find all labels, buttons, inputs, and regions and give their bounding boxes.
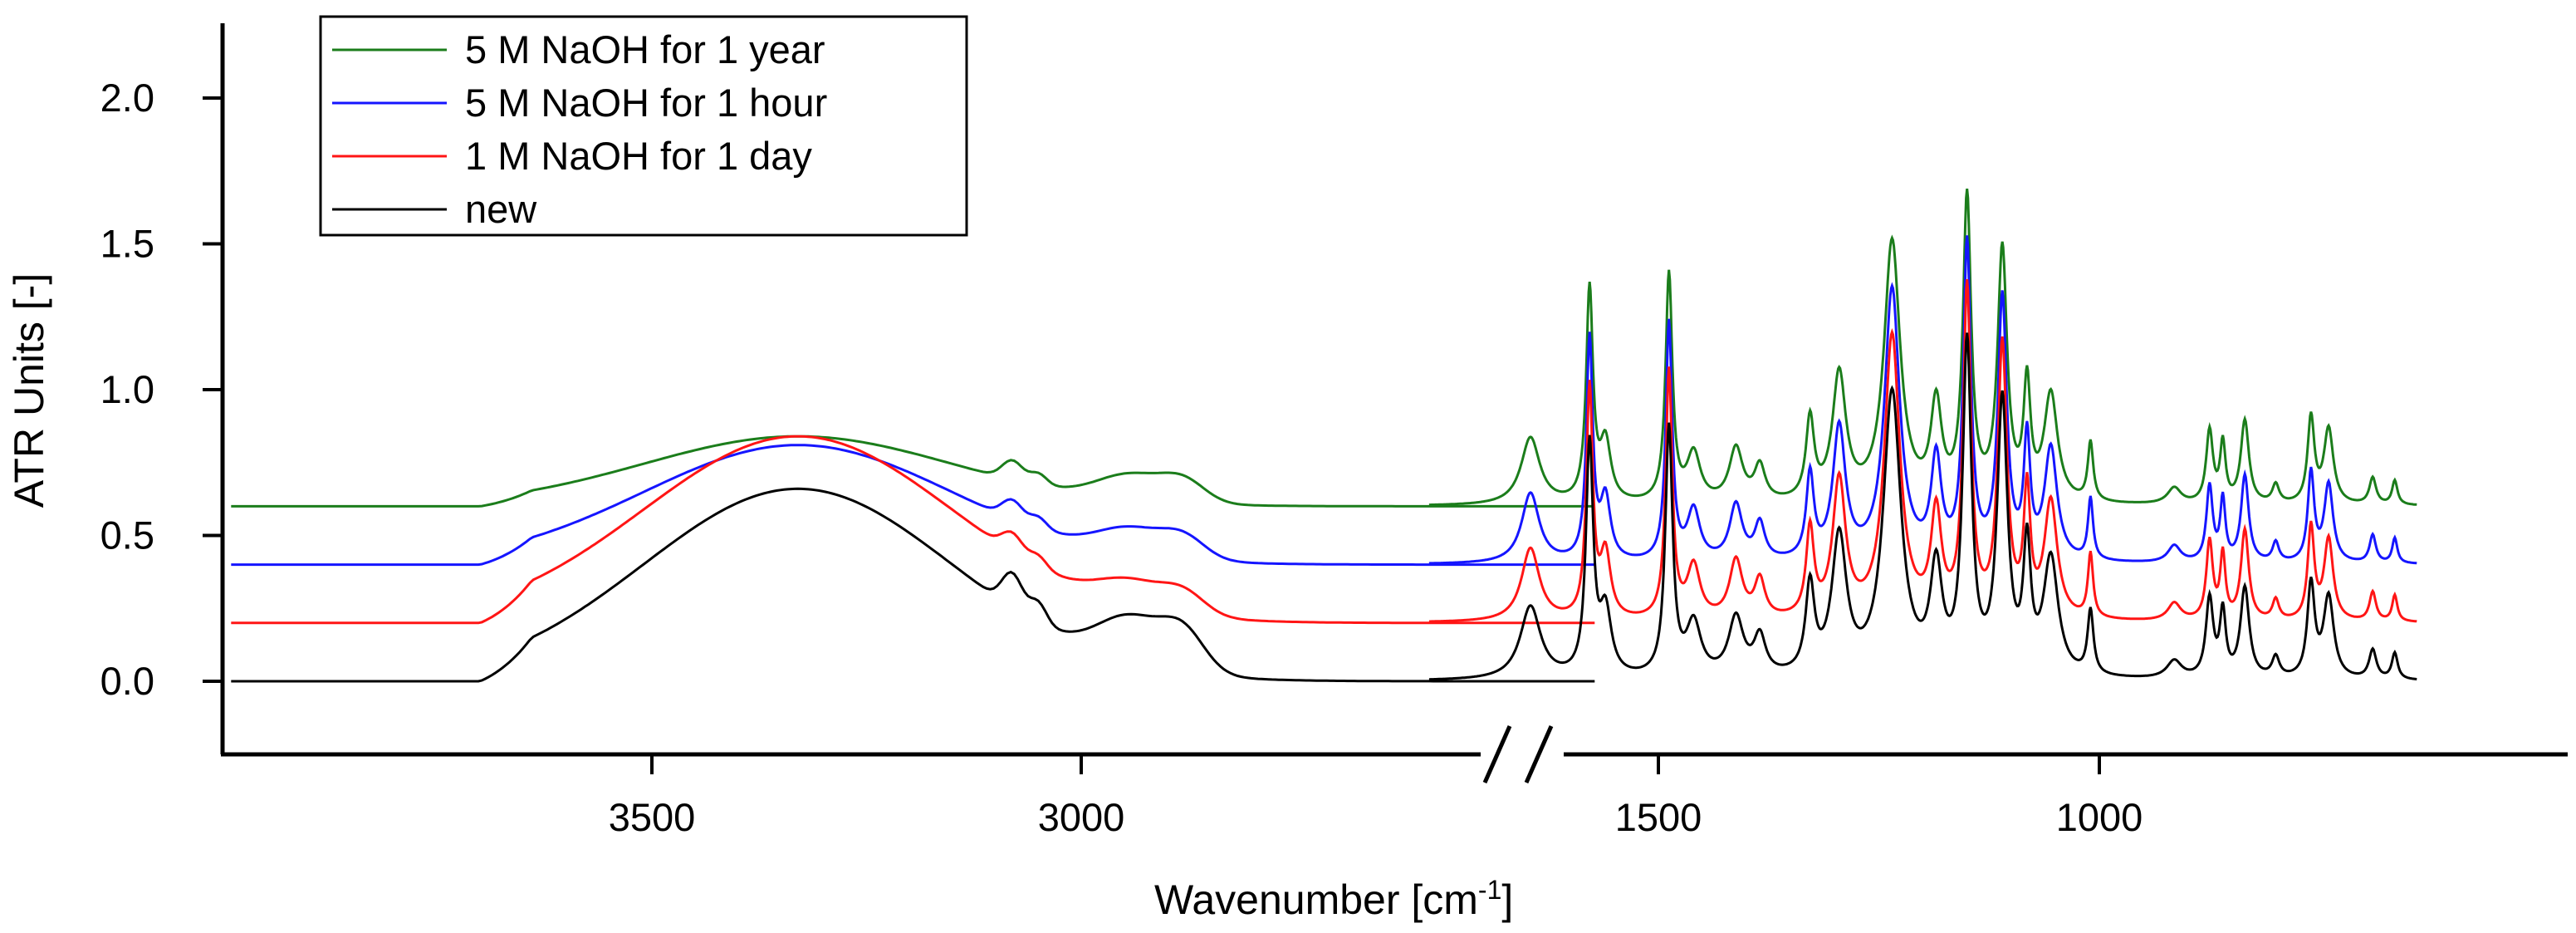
legend-label: 1 M NaOH for 1 day [465,134,812,178]
series-line-fingerprint-3 [1428,332,2417,681]
y-tick-label: 0.5 [100,513,154,557]
series-line-high-1 [231,444,1595,567]
legend: 5 M NaOH for 1 year 5 M NaOH for 1 hour 1 … [319,15,968,237]
y-tick-label: 0.0 [100,659,154,703]
legend-label: 5 M NaOH for 1 year [465,27,825,71]
series-line-fingerprint-2 [1428,278,2417,623]
axis-break-mark-right [1524,724,1554,784]
x-ticks: 3500 3000 1500 1000 [609,754,2143,839]
y-ticks: 0.0 0.5 1.0 1.5 2.0 [100,76,223,703]
series-layer [231,188,2417,683]
series-line-high-2 [231,435,1595,625]
axes-layer [220,23,2568,784]
series-line-high-0 [231,435,1595,508]
series-line-fingerprint-0 [1428,188,2417,507]
y-axis-title: ATR Units [-] [6,273,52,508]
x-tick-label: 3500 [609,795,696,839]
axis-break-mark-left [1482,724,1512,784]
series-line-fingerprint-1 [1428,235,2417,565]
x-axis-title: Wavenumber [cm-1] [1154,875,1513,923]
series-line-high-3 [231,487,1595,683]
legend-label: 5 M NaOH for 1 hour [465,81,827,125]
axis-break-gap [1481,731,1564,778]
legend-box [319,15,968,237]
legend-label: new [465,187,537,231]
x-tick-label: 3000 [1038,795,1125,839]
x-tick-label: 1500 [1615,795,1702,839]
x-tick-label: 1000 [2056,795,2143,839]
y-tick-label: 1.0 [100,367,154,411]
y-tick-label: 1.5 [100,222,154,266]
y-tick-label: 2.0 [100,76,154,120]
